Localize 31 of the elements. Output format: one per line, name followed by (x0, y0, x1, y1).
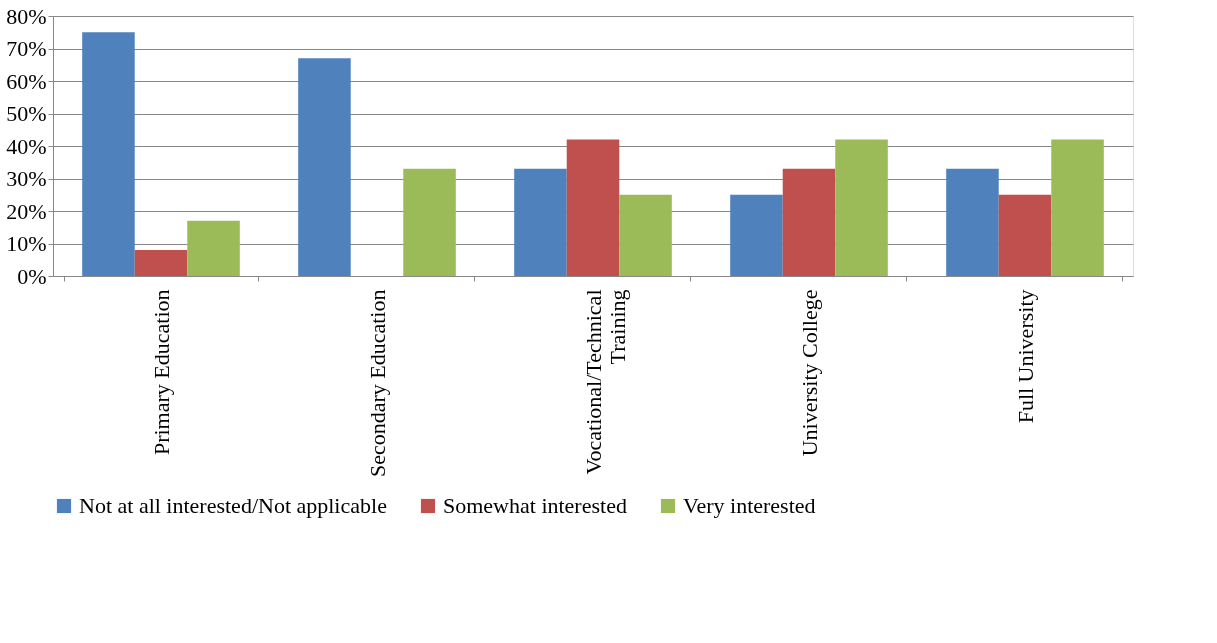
y-tick-label: 50% (6, 101, 47, 126)
y-tick-label: 60% (6, 68, 47, 94)
bar (82, 32, 135, 276)
bar (1051, 139, 1104, 276)
bar (946, 168, 999, 276)
bar (730, 194, 783, 276)
x-tick-label: Vocational/Technical Training (580, 289, 630, 475)
bar (998, 194, 1052, 276)
bar (782, 168, 836, 276)
x-tick-label: University College (796, 289, 822, 457)
y-tick-label: 0% (17, 263, 47, 289)
x-tick-label: Secondary Education (364, 289, 390, 478)
legend-label: Very interested (683, 493, 816, 518)
legend-label: Not at all interested/Not applicable (79, 493, 387, 518)
y-tick-label: 40% (6, 133, 47, 159)
y-tick-label: 70% (6, 36, 47, 61)
x-tick-label: Full University (1012, 289, 1038, 424)
bar (514, 168, 567, 276)
bar (566, 139, 620, 276)
bar (298, 58, 351, 276)
bar (187, 220, 240, 276)
y-tick-label: 30% (6, 166, 47, 191)
y-tick-label: 20% (6, 198, 47, 224)
legend-label: Somewhat interested (443, 493, 627, 518)
y-tick-label: 10% (6, 231, 47, 256)
bar (403, 168, 456, 276)
bar (619, 194, 672, 276)
x-tick-label: Primary Education (148, 289, 174, 456)
bar (835, 139, 888, 276)
y-tick-label: 80% (6, 3, 47, 29)
bar (134, 250, 188, 276)
